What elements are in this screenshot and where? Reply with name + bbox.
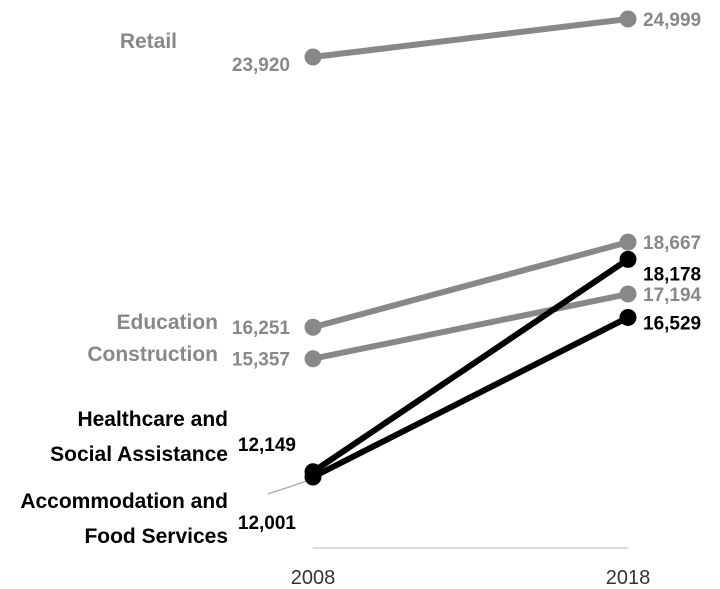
series-label-healthcare-and-social-assistance: Healthcare and xyxy=(77,408,228,431)
series-label-accommodation-and-food-services: Accommodation and xyxy=(20,490,228,513)
series-label-education: Education xyxy=(116,311,218,334)
point-2008-healthcare-and-social-assistance xyxy=(304,463,322,481)
series-line-construction xyxy=(310,291,631,362)
point-2008-retail xyxy=(304,48,322,66)
series-line-education xyxy=(310,239,631,331)
label-connector xyxy=(267,479,311,495)
value-label-2018-education: 18,667 xyxy=(643,233,701,254)
x-tick-2008: 2008 xyxy=(291,567,336,589)
value-label-2018-accommodation-and-food-services: 16,529 xyxy=(643,313,701,334)
point-2018-accommodation-and-food-services xyxy=(619,308,637,326)
series-line-accommodation-and-food-services xyxy=(310,314,631,480)
value-label-2008-education: 16,251 xyxy=(232,318,291,339)
value-label-2008-healthcare-and-social-assistance: 12,149 xyxy=(238,435,296,456)
x-tick-2018: 2018 xyxy=(606,567,651,589)
value-label-2008-accommodation-and-food-services: 12,001 xyxy=(238,513,297,534)
series-label-accommodation-and-food-services: Food Services xyxy=(84,525,228,548)
series-label-retail: Retail xyxy=(120,30,177,53)
point-2018-retail xyxy=(619,10,637,28)
value-label-2008-retail: 23,920 xyxy=(232,55,290,76)
point-2008-education xyxy=(304,318,322,336)
series-layer: Retail 23,920 24,999 Education 16,251 18,667 C… xyxy=(20,10,701,548)
series-line-retail xyxy=(310,15,631,60)
series-label-healthcare-and-social-assistance: Social Assistance xyxy=(50,443,228,466)
point-2018-education xyxy=(619,233,637,251)
point-2018-healthcare-and-social-assistance xyxy=(619,250,637,268)
value-label-2018-construction: 17,194 xyxy=(643,285,702,306)
value-label-2008-construction: 15,357 xyxy=(232,350,290,371)
series-label-construction: Construction xyxy=(87,343,218,366)
value-label-2018-healthcare-and-social-assistance: 18,178 xyxy=(643,264,701,285)
series-line-healthcare-and-social-assistance xyxy=(310,256,631,475)
point-2008-construction xyxy=(304,350,322,368)
point-2018-construction xyxy=(619,285,637,303)
value-label-2018-retail: 24,999 xyxy=(643,10,701,31)
